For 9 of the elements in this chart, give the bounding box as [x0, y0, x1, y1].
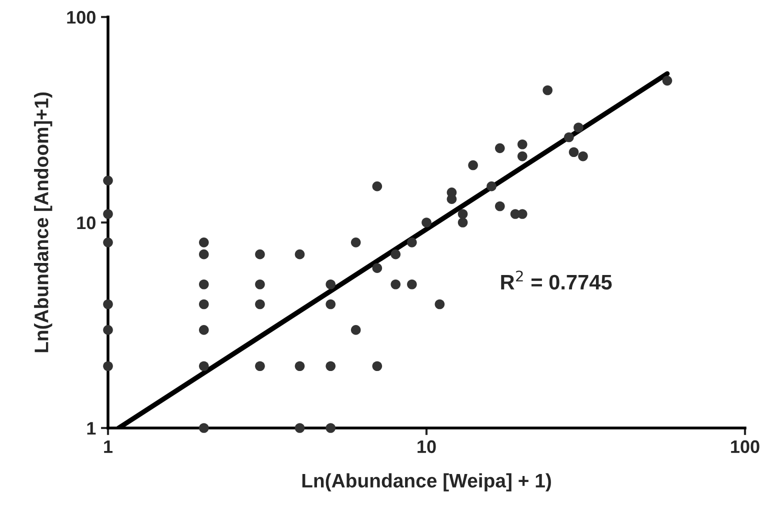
y-tick-label: 10 — [77, 216, 96, 230]
annotation: R$^{2}$ = 0.7745 — [501, 270, 612, 290]
y-tick-label: 1 — [87, 422, 96, 435]
x-axis-title: Ln(Abundance [Weipa] + 1) — [302, 473, 551, 492]
x-tick-label: 10 — [418, 440, 436, 454]
x-tick-label: 100 — [731, 440, 760, 454]
y-axis-title: Ln(Abundance [Andoom]+1) — [34, 92, 52, 352]
x-tick-label: 1 — [104, 440, 113, 453]
y-tick-label: 100 — [67, 10, 96, 24]
